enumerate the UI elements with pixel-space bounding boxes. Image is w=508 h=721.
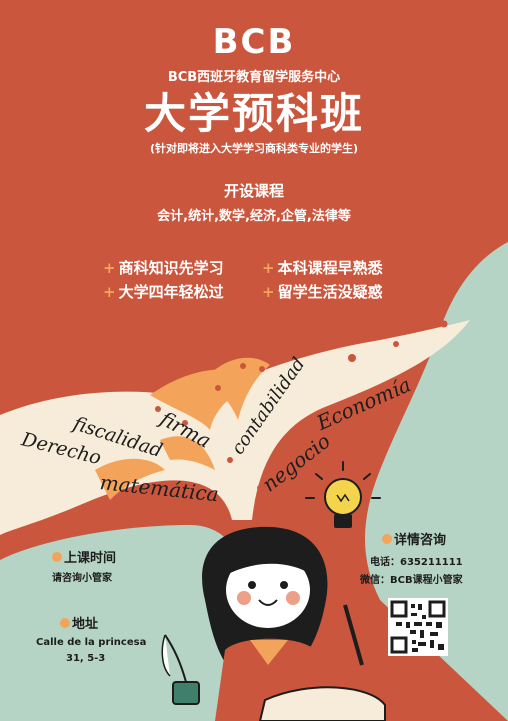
schedule-heading: 上课时间 — [52, 547, 116, 566]
feature-item: + 留学生活没疑惑 — [262, 281, 383, 302]
feature-item: + 商科知识先学习 — [103, 257, 224, 278]
feature-item: + 大学四年轻松过 — [103, 281, 224, 302]
plus-icon: + — [262, 283, 275, 301]
plus-icon: + — [103, 259, 116, 277]
qr-code — [388, 598, 448, 656]
subtitle: (针对即将进入大学学习商科类专业的学生) — [149, 142, 359, 155]
contact-heading: 详情咨询 — [382, 529, 446, 548]
courses-list: 会计,统计,数学,经济,企管,法律等 — [157, 209, 351, 224]
dot-icon — [52, 552, 62, 562]
feature-item: + 本科课程早熟悉 — [262, 257, 383, 278]
feature-label: 商科知识先学习 — [118, 259, 224, 277]
address-line2: 31, 5-3 — [66, 653, 106, 664]
light-bulb — [305, 461, 381, 528]
feature-label: 大学四年轻松过 — [118, 283, 224, 301]
address-heading: 地址 — [60, 613, 98, 632]
dot-icon — [60, 618, 70, 628]
feature-label: 本科课程早熟悉 — [277, 259, 383, 277]
bcb-logo: BCB — [212, 22, 296, 62]
plus-icon: + — [103, 283, 116, 301]
plus-icon: + — [262, 259, 275, 277]
address-line1: Calle de la princesa — [36, 637, 147, 648]
inkpot-illustration — [161, 634, 200, 705]
page-title: 大学预科班 — [143, 89, 364, 138]
courses-heading: 开设课程 — [223, 182, 284, 200]
girl-illustration — [202, 526, 386, 721]
contact-wechat: 微信：BCB课程小管家 — [360, 575, 463, 586]
dot-icon — [382, 534, 392, 544]
schedule-text: 请咨询小管家 — [52, 573, 112, 584]
feature-label: 留学生活没疑惑 — [277, 283, 383, 301]
contact-phone: 电话：635211111 — [370, 557, 463, 568]
organization-name: BCB西班牙教育留学服务中心 — [167, 70, 341, 85]
